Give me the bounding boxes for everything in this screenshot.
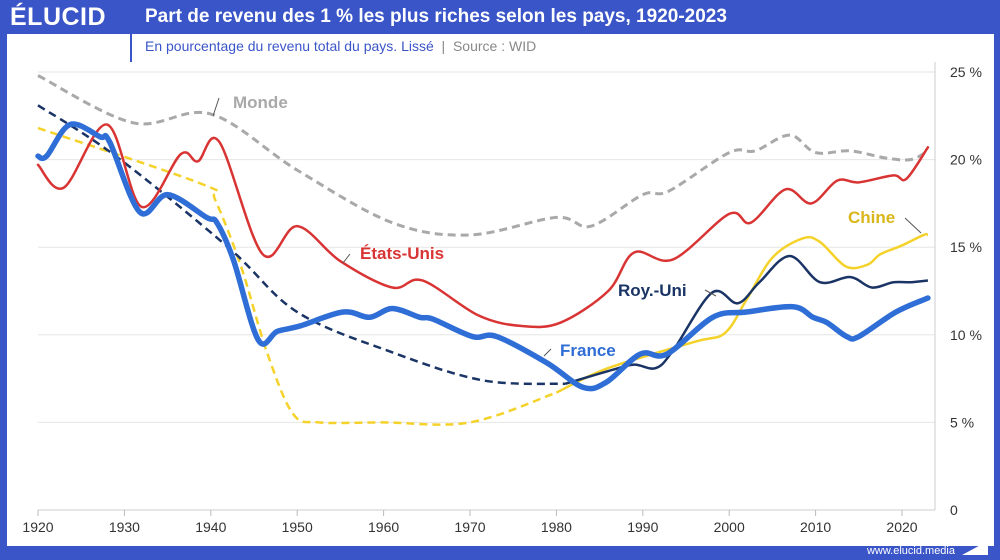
- tatsunis-line: [36, 123, 930, 329]
- x-tick-label: 2010: [800, 519, 831, 535]
- label-leader-line: [212, 97, 220, 117]
- x-tick-label: 1940: [195, 519, 226, 535]
- y-tick-label: 20 %: [950, 152, 982, 168]
- royuni-line: [564, 254, 929, 386]
- monde-line: [37, 74, 929, 237]
- y-tick-label: 5 %: [950, 414, 974, 430]
- series-label: États-Unis: [360, 244, 444, 263]
- chine-line: [555, 232, 929, 394]
- label-leader-line: [704, 289, 717, 297]
- y-tick-label: 15 %: [950, 239, 982, 255]
- series-label: France: [560, 341, 616, 360]
- source-text: Source : WID: [452, 38, 537, 54]
- header-bar: [0, 0, 1000, 34]
- x-tick-label: 1980: [541, 519, 572, 535]
- header-separator: [130, 0, 132, 62]
- frame-left: [0, 0, 7, 560]
- website-link[interactable]: www.elucid.media: [866, 545, 955, 557]
- x-tick-label: 2020: [886, 519, 917, 535]
- label-leader-line: [543, 348, 552, 357]
- series-label: Monde: [233, 93, 288, 112]
- x-tick-label: 1970: [454, 519, 485, 535]
- footer-bar: [0, 546, 1000, 560]
- subtitle-text: En pourcentage du revenu total du pays. …: [145, 38, 434, 54]
- series-label: Chine: [848, 208, 895, 227]
- y-tick-label: 25 %: [950, 64, 982, 80]
- label-leader-line: [342, 253, 351, 264]
- series-label: Roy.-Uni: [618, 281, 687, 300]
- royuni-line-dashed: [37, 104, 566, 386]
- frame-right: [994, 0, 1000, 560]
- elucid-logo: ÉLUCID: [10, 3, 107, 31]
- y-tick-label: 0: [950, 502, 958, 518]
- chart-subtitle: En pourcentage du revenu total du pays. …: [145, 38, 537, 54]
- x-tick-label: 1920: [22, 519, 53, 535]
- x-tick-label: 1950: [282, 519, 313, 535]
- y-tick-label: 10 %: [950, 327, 982, 343]
- chine-line-dashed: [37, 126, 557, 426]
- x-tick-label: 1990: [627, 519, 658, 535]
- label-leader-line: [904, 217, 922, 234]
- france-line: [35, 121, 931, 392]
- elucid-flag-icon: [962, 541, 988, 555]
- x-tick-label: 2000: [714, 519, 745, 535]
- chart-title: Part de revenu des 1 % les plus riches s…: [145, 6, 727, 27]
- x-tick-label: 1960: [368, 519, 399, 535]
- x-tick-label: 1930: [109, 519, 140, 535]
